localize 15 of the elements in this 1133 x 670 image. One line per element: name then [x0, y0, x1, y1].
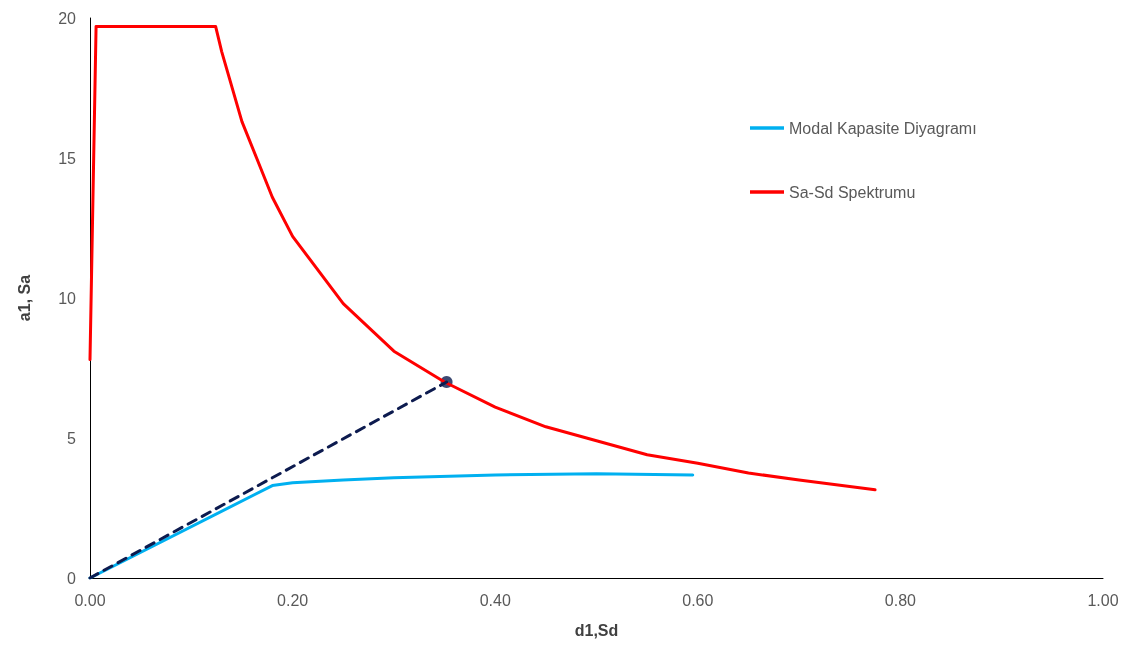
y-tick-label: 20 — [58, 9, 77, 27]
x-tick-label: 0.00 — [74, 591, 106, 609]
y-axis-title: a1, Sa — [15, 274, 33, 322]
y-tick-label: 5 — [67, 429, 77, 447]
x-axis-title: d1,Sd — [574, 621, 619, 639]
legend-label: Modal Kapasite Diyagramı — [789, 119, 977, 137]
y-tick-label: 15 — [58, 149, 77, 167]
x-tick-label: 0.60 — [682, 591, 714, 609]
y-tick-label: 10 — [58, 289, 77, 307]
x-tick-label: 1.00 — [1087, 591, 1119, 609]
y-tick-label: 0 — [67, 569, 77, 587]
legend-label: Sa-Sd Spektrumu — [789, 183, 916, 201]
x-tick-label: 0.20 — [277, 591, 309, 609]
x-tick-label: 0.40 — [479, 591, 511, 609]
x-tick-label: 0.80 — [884, 591, 917, 609]
